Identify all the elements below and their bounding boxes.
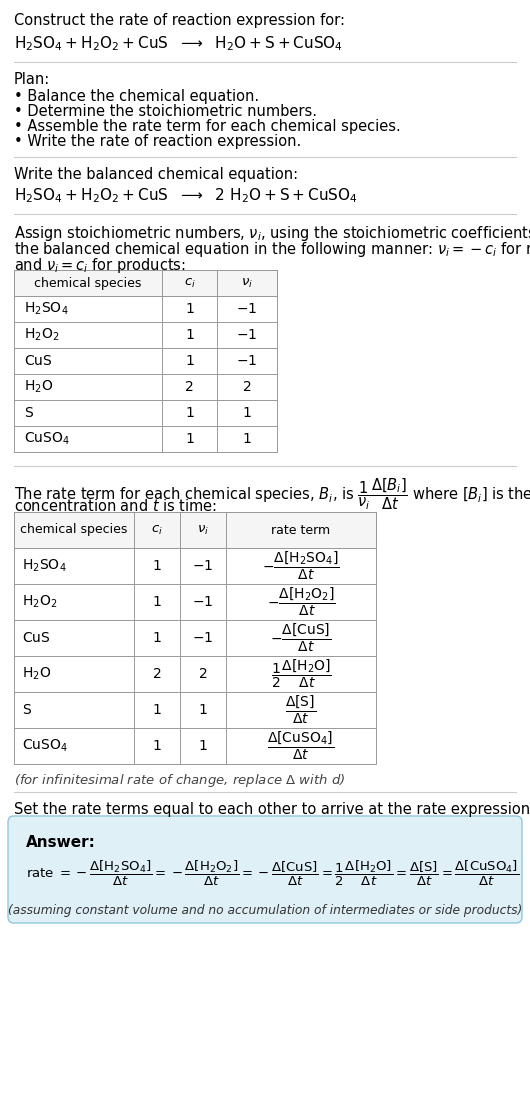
Text: $\mathregular{H_2SO_4}$: $\mathregular{H_2SO_4}$: [22, 558, 67, 574]
Text: $c_i$: $c_i$: [183, 277, 196, 289]
Text: $\mathregular{CuSO_4}$: $\mathregular{CuSO_4}$: [24, 430, 70, 447]
Text: $\mathregular{H_2O_2}$: $\mathregular{H_2O_2}$: [22, 594, 57, 610]
Text: $\mathregular{S}$: $\mathregular{S}$: [22, 703, 32, 717]
Text: rate term: rate term: [271, 524, 331, 536]
Text: Construct the rate of reaction expression for:: Construct the rate of reaction expressio…: [14, 13, 345, 28]
Text: $-1$: $-1$: [236, 328, 258, 342]
Text: $\mathregular{H_2SO_4}$: $\mathregular{H_2SO_4}$: [24, 301, 68, 317]
Text: $\mathregular{H_2SO_4 + H_2O_2 + CuS}$  $\longrightarrow$  $\mathregular{H_2O + : $\mathregular{H_2SO_4 + H_2O_2 + CuS}$ $…: [14, 34, 343, 52]
Text: $\mathregular{CuS}$: $\mathregular{CuS}$: [22, 631, 50, 645]
Text: • Write the rate of reaction expression.: • Write the rate of reaction expression.: [14, 135, 301, 149]
Text: $-\dfrac{\Delta[\mathregular{CuS}]}{\Delta t}$: $-\dfrac{\Delta[\mathregular{CuS}]}{\Del…: [270, 622, 332, 654]
Text: 1: 1: [199, 739, 207, 753]
Bar: [14, 270, 277, 296]
Text: $c_i$: $c_i$: [151, 524, 163, 537]
Text: rate $= -\dfrac{\Delta[\mathregular{H_2SO_4}]}{\Delta t} = -\dfrac{\Delta[\mathr: rate $= -\dfrac{\Delta[\mathregular{H_2S…: [26, 858, 519, 887]
Text: $-1$: $-1$: [236, 302, 258, 316]
Text: $\nu_i$: $\nu_i$: [197, 524, 209, 537]
Text: $\mathregular{CuSO_4}$: $\mathregular{CuSO_4}$: [22, 737, 68, 754]
Text: 1: 1: [185, 354, 194, 368]
Text: the balanced chemical equation in the following manner: $\nu_i = -c_i$ for react: the balanced chemical equation in the fo…: [14, 240, 530, 259]
Text: 2: 2: [199, 667, 207, 681]
Text: $-1$: $-1$: [192, 595, 214, 609]
Text: Answer:: Answer:: [26, 835, 96, 850]
Text: Write the balanced chemical equation:: Write the balanced chemical equation:: [14, 167, 298, 182]
Text: 1: 1: [243, 431, 251, 446]
Bar: [14, 512, 376, 764]
Text: and $\nu_i = c_i$ for products:: and $\nu_i = c_i$ for products:: [14, 256, 185, 275]
Text: (for infinitesimal rate of change, replace $\Delta$ with $d$): (for infinitesimal rate of change, repla…: [14, 772, 346, 790]
Text: 2: 2: [185, 380, 194, 394]
Text: 2: 2: [243, 380, 251, 394]
Text: Set the rate terms equal to each other to arrive at the rate expression:: Set the rate terms equal to each other t…: [14, 802, 530, 817]
Text: $\dfrac{1}{2}\dfrac{\Delta[\mathregular{H_2O}]}{\Delta t}$: $\dfrac{1}{2}\dfrac{\Delta[\mathregular{…: [270, 658, 331, 691]
Text: $\mathregular{S}$: $\mathregular{S}$: [24, 406, 34, 420]
Text: 1: 1: [153, 559, 162, 573]
Text: Plan:: Plan:: [14, 72, 50, 87]
Text: $\dfrac{\Delta[\mathregular{CuSO_4}]}{\Delta t}$: $\dfrac{\Delta[\mathregular{CuSO_4}]}{\D…: [267, 729, 334, 762]
Text: chemical species: chemical species: [34, 277, 142, 289]
Text: • Balance the chemical equation.: • Balance the chemical equation.: [14, 89, 259, 105]
Text: (assuming constant volume and no accumulation of intermediates or side products): (assuming constant volume and no accumul…: [8, 904, 522, 917]
Text: chemical species: chemical species: [20, 524, 128, 536]
Text: $\nu_i$: $\nu_i$: [241, 277, 253, 289]
Text: $\mathregular{H_2O}$: $\mathregular{H_2O}$: [22, 666, 51, 682]
Text: 1: 1: [153, 703, 162, 717]
Text: $\dfrac{\Delta[\mathregular{S}]}{\Delta t}$: $\dfrac{\Delta[\mathregular{S}]}{\Delta …: [286, 694, 316, 726]
Text: 1: 1: [243, 406, 251, 420]
Text: concentration and $t$ is time:: concentration and $t$ is time:: [14, 498, 217, 514]
Text: 1: 1: [153, 739, 162, 753]
Text: $-\dfrac{\Delta[\mathregular{H_2SO_4}]}{\Delta t}$: $-\dfrac{\Delta[\mathregular{H_2SO_4}]}{…: [262, 549, 340, 583]
Bar: [14, 512, 376, 548]
Text: 1: 1: [185, 431, 194, 446]
Text: 1: 1: [153, 631, 162, 645]
Text: 1: 1: [185, 302, 194, 316]
Text: $\mathregular{CuS}$: $\mathregular{CuS}$: [24, 354, 52, 368]
Text: 1: 1: [199, 703, 207, 717]
Text: The rate term for each chemical species, $B_i$, is $\dfrac{1}{\nu_i}\dfrac{\Delt: The rate term for each chemical species,…: [14, 476, 530, 512]
Bar: [14, 270, 277, 451]
Text: Assign stoichiometric numbers, $\nu_i$, using the stoichiometric coefficients, $: Assign stoichiometric numbers, $\nu_i$, …: [14, 224, 530, 244]
Text: • Assemble the rate term for each chemical species.: • Assemble the rate term for each chemic…: [14, 119, 401, 135]
Text: $\mathregular{H_2SO_4 + H_2O_2 + CuS}$  $\longrightarrow$  $\mathregular{2\ H_2O: $\mathregular{H_2SO_4 + H_2O_2 + CuS}$ $…: [14, 186, 358, 205]
Text: 1: 1: [185, 406, 194, 420]
Text: $\mathregular{H_2O}$: $\mathregular{H_2O}$: [24, 379, 54, 395]
Text: $-1$: $-1$: [192, 559, 214, 573]
Text: 1: 1: [185, 328, 194, 342]
Text: • Determine the stoichiometric numbers.: • Determine the stoichiometric numbers.: [14, 105, 317, 119]
Text: $\mathregular{H_2O_2}$: $\mathregular{H_2O_2}$: [24, 327, 59, 344]
Text: 2: 2: [153, 667, 161, 681]
FancyBboxPatch shape: [8, 816, 522, 923]
Text: $-\dfrac{\Delta[\mathregular{H_2O_2}]}{\Delta t}$: $-\dfrac{\Delta[\mathregular{H_2O_2}]}{\…: [267, 586, 335, 618]
Text: $-1$: $-1$: [192, 631, 214, 645]
Text: $-1$: $-1$: [236, 354, 258, 368]
Text: 1: 1: [153, 595, 162, 609]
